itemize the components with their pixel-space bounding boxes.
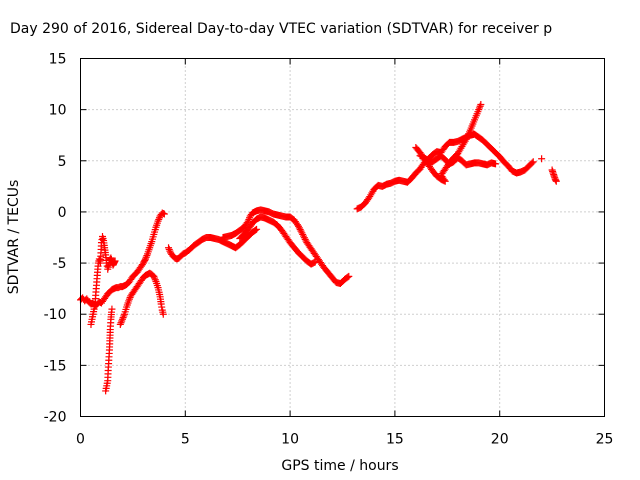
data-point-marker: [297, 227, 305, 235]
data-point-marker: [119, 314, 127, 322]
data-point-marker: [294, 222, 302, 230]
data-point-marker: [165, 245, 173, 253]
data-point-marker: [141, 255, 149, 263]
data-point-marker: [141, 256, 149, 264]
y-tick-label: -20: [44, 410, 67, 426]
x-tick-label: 15: [386, 432, 404, 448]
data-point-marker: [301, 235, 309, 243]
data-point-marker: [477, 101, 485, 109]
data-point-marker: [155, 215, 163, 223]
data-point-marker: [475, 106, 483, 114]
y-axis-label: SDTVAR / TECUs: [6, 180, 22, 295]
data-point-marker: [151, 274, 159, 282]
tick-labels: 0 5 10 15 20 25 15 10 5 0 -5 -10 -15 -20: [44, 52, 614, 448]
grid-lines: [80, 58, 605, 417]
data-point-marker: [118, 315, 126, 323]
data-point-marker: [151, 276, 159, 284]
data-point-marker: [345, 272, 353, 280]
x-axis-label: GPS time / hours: [281, 458, 398, 474]
data-point-marker: [295, 224, 303, 232]
y-tick-label: 5: [58, 154, 67, 170]
data-point-marker: [538, 155, 546, 163]
y-tick-label: -10: [44, 307, 67, 323]
data-point-marker: [118, 317, 126, 325]
axis-ticks: [80, 58, 605, 417]
data-point-marker: [253, 225, 261, 233]
data-point-marker: [296, 226, 304, 234]
data-point-marker: [143, 252, 151, 260]
data-point-marker: [252, 226, 260, 234]
data-point-marker: [299, 230, 307, 238]
data-point-marker: [125, 295, 133, 303]
y-tick-label: 15: [49, 52, 67, 68]
data-point-marker: [150, 272, 158, 280]
data-point-marker: [344, 273, 352, 281]
x-tick-label: 0: [76, 432, 85, 448]
data-point-marker: [111, 257, 119, 265]
data-point-marker: [298, 229, 306, 237]
y-tick-label: -5: [53, 256, 67, 272]
data-point-marker: [476, 102, 484, 110]
x-tick-label: 20: [491, 432, 509, 448]
data-point-marker: [492, 160, 500, 168]
data-point-marker: [245, 215, 253, 223]
data-point-marker: [528, 159, 536, 167]
data-point-marker: [244, 217, 252, 225]
data-point-marker: [154, 217, 162, 225]
y-tick-label: -15: [44, 358, 67, 374]
x-tick-label: 10: [281, 432, 299, 448]
y-tick-label: 10: [49, 103, 67, 119]
data-point-marker: [300, 234, 308, 242]
data-point-marker: [117, 319, 125, 327]
data-point-marker: [120, 312, 128, 320]
x-tick-label: 5: [181, 432, 190, 448]
data-point-marker: [159, 310, 167, 318]
data-point-marker: [165, 244, 173, 252]
plot-frame: [80, 58, 605, 417]
data-point-marker: [300, 232, 308, 240]
chart-title: Day 290 of 2016, Sidereal Day-to-day VTE…: [10, 21, 552, 37]
data-point-marker: [311, 258, 319, 266]
data-point-marker: [116, 320, 124, 328]
data-point-marker: [475, 104, 483, 112]
data-point-marker: [125, 297, 133, 305]
y-tick-label: 0: [58, 205, 67, 221]
data-point-marker: [108, 305, 116, 313]
data-points: [77, 101, 560, 395]
data-point-marker: [142, 253, 150, 261]
data-point-marker: [160, 210, 168, 218]
data-point-marker: [552, 177, 560, 185]
x-tick-label: 25: [596, 432, 614, 448]
data-point-marker: [529, 158, 537, 166]
